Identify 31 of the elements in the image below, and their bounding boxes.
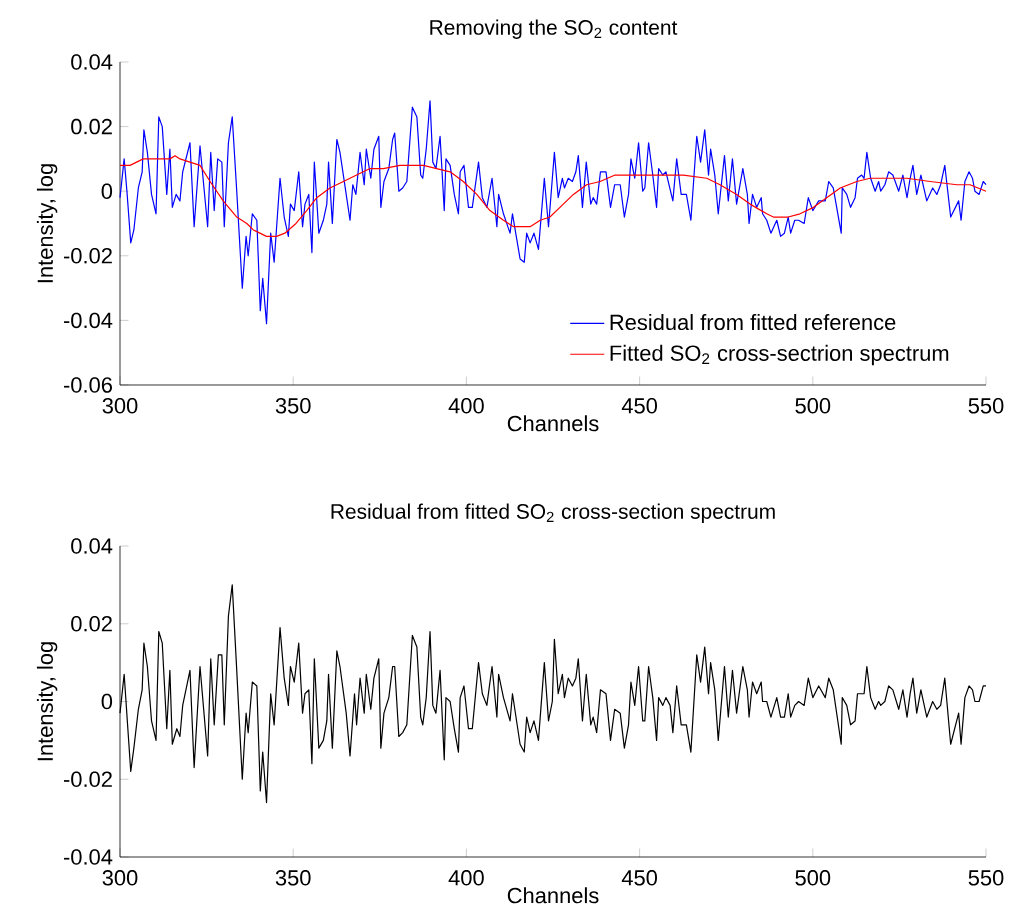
legend-label: Residual from fitted reference [610,314,896,331]
x-tick-label: 300 [102,870,138,886]
y-tick-label: 0 [101,693,113,710]
y-tick-label: -0.06 [63,377,112,393]
y-tick-label: -0.02 [63,248,112,264]
y-tick-label: -0.04 [63,849,113,865]
x-tick-label: 400 [448,398,484,414]
x-tick-label: 400 [448,870,484,886]
chart-title: Removing the SO$_{2}$ content [430,19,678,39]
y-tick-label: -0.04 [63,312,113,329]
x-tick-label: 550 [968,398,1004,414]
y-tick-label: 0.02 [71,616,112,632]
y-tick-label: 0 [101,183,113,199]
y-axis-title: Intensity, log [36,642,58,761]
y-tick-label: -0.02 [63,771,112,788]
y-tick-label: 0.04 [71,54,113,70]
x-tick-label: 550 [968,870,1004,886]
x-tick-label: 450 [621,870,658,886]
y-tick-label: 0.02 [71,118,112,135]
y-axis-title: Intensity, log [36,164,58,283]
x-axis-title: Channels [507,415,599,432]
legend-label: Fitted SO$_{2}$ cross-sectrion spectrum [610,344,949,366]
x-tick-label: 500 [795,398,831,414]
y-tick-label: 0.04 [71,538,113,554]
x-tick-label: 350 [275,398,311,414]
x-tick-label: 500 [795,870,831,886]
x-tick-label: 450 [621,398,658,414]
x-tick-label: 300 [102,398,138,414]
x-tick-label: 350 [275,870,311,886]
x-axis-title: Channels [507,887,599,904]
chart-title: Residual from fitted SO$_{2}$ cross-section spectrum [331,503,775,524]
